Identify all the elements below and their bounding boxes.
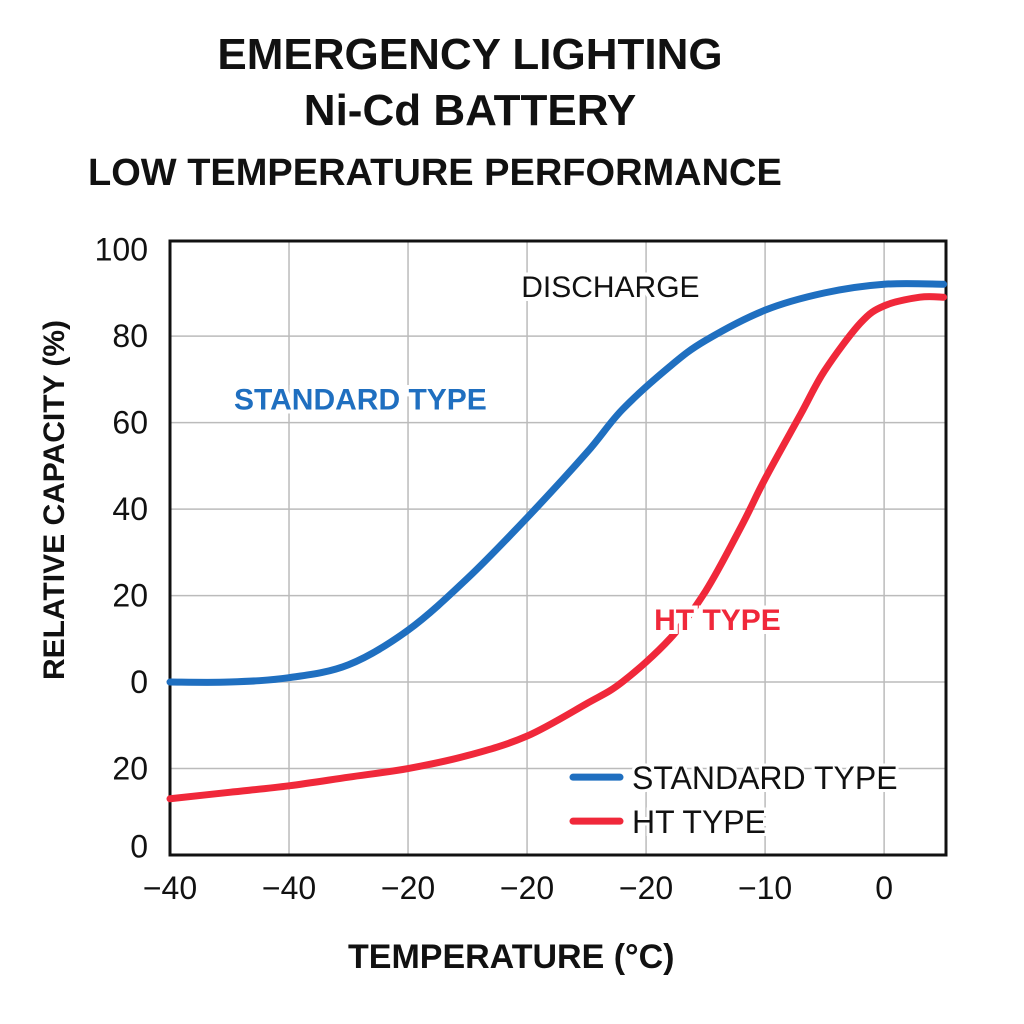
y-tick-label: 100	[95, 232, 148, 268]
annotation-label: HT TYPE	[654, 604, 781, 637]
y-tick-label: 20	[112, 578, 148, 614]
chart-title: EMERGENCY LIGHTING	[217, 30, 723, 79]
plot-frame	[168, 239, 948, 857]
chart-title-line2: Ni-Cd BATTERY	[303, 86, 637, 135]
legend-label: HT TYPE	[632, 804, 766, 840]
x-tick-label: 0	[875, 870, 893, 906]
chart-subtitle: LOW TEMPERATURE PERFORMANCE	[88, 152, 782, 194]
annotation-label: DISCHARGE	[521, 271, 699, 304]
y-tick-label: 40	[112, 491, 148, 527]
x-tick-label: −10	[738, 870, 792, 906]
y-tick-label: 80	[112, 318, 148, 354]
x-tick-label: −40	[143, 870, 197, 906]
x-tick-label: −20	[619, 870, 673, 906]
series-line-ht-type	[166, 293, 948, 803]
x-tick-label: −20	[381, 870, 435, 906]
y-tick-label: 0	[130, 828, 148, 864]
x-tick-label: −40	[262, 870, 316, 906]
y-tick-label: 20	[112, 751, 148, 787]
legend-label: STANDARD TYPE	[632, 760, 898, 796]
y-tick-label: 0	[130, 664, 148, 700]
y-tick-label: 60	[112, 405, 148, 441]
x-tick-label: −20	[500, 870, 554, 906]
annotation-label: STANDARD TYPE	[234, 384, 487, 417]
series-line-standard-type	[166, 280, 948, 686]
x-axis-label: TEMPERATURE (°C)	[348, 938, 675, 976]
